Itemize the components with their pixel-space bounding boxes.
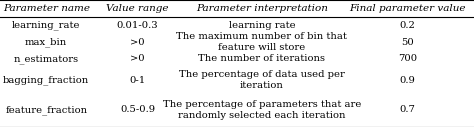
- Text: 0.2: 0.2: [400, 21, 416, 30]
- Text: Value range: Value range: [106, 4, 169, 13]
- Text: feature_fraction: feature_fraction: [5, 105, 87, 115]
- Text: >0: >0: [130, 38, 145, 47]
- Text: 0.9: 0.9: [400, 76, 416, 85]
- Text: 0.7: 0.7: [400, 105, 416, 114]
- Text: Parameter name: Parameter name: [3, 4, 90, 13]
- Text: Final parameter value: Final parameter value: [349, 4, 466, 13]
- Text: learning rate: learning rate: [228, 21, 295, 30]
- Text: The percentage of parameters that are
randomly selected each iteration: The percentage of parameters that are ra…: [163, 100, 361, 120]
- Text: learning_rate: learning_rate: [12, 20, 81, 30]
- Text: bagging_fraction: bagging_fraction: [3, 75, 89, 85]
- Text: Parameter interpretation: Parameter interpretation: [196, 4, 328, 13]
- Text: 50: 50: [401, 38, 414, 47]
- Text: max_bin: max_bin: [25, 37, 67, 47]
- Text: The number of iterations: The number of iterations: [199, 54, 325, 64]
- Text: 0.01-0.3: 0.01-0.3: [117, 21, 158, 30]
- Text: 0-1: 0-1: [129, 76, 146, 85]
- Text: The maximum number of bin that
feature will store: The maximum number of bin that feature w…: [176, 32, 347, 52]
- Text: n_estimators: n_estimators: [14, 54, 79, 64]
- Text: 700: 700: [398, 54, 417, 64]
- Text: The percentage of data used per
iteration: The percentage of data used per iteratio…: [179, 70, 345, 90]
- Text: 0.5-0.9: 0.5-0.9: [120, 105, 155, 114]
- Text: >0: >0: [130, 54, 145, 64]
